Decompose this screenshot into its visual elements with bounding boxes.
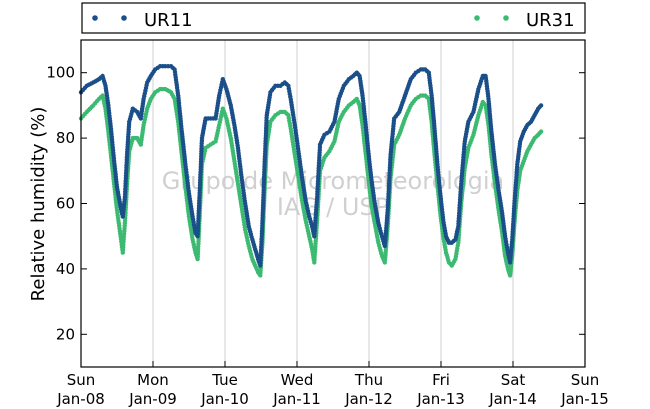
ur31-point-926 <box>538 129 544 134</box>
x-tick-day-3: Wed <box>281 371 314 389</box>
legend-frame <box>81 2 586 34</box>
x-tick-day-2: Tue <box>211 371 238 389</box>
x-tick-day-5: Fri <box>432 371 450 389</box>
x-tick-date-0: Jan-08 <box>56 390 105 408</box>
watermark: Grupo de Micrometeorologia IAG / USP <box>162 167 504 221</box>
y-tick-label-4: 100 <box>46 64 75 82</box>
y-axis-title: Relative humidity (%) <box>28 107 49 302</box>
y-tick-label-2: 60 <box>56 195 75 213</box>
x-axis-ticks: SunJan-08MonJan-09TueJan-10WedJan-11ThuJ… <box>56 361 609 408</box>
legend-label-ur31: UR31 <box>526 10 575 31</box>
watermark-line-1: Grupo de Micrometeorologia <box>162 167 504 195</box>
x-tick-date-4: Jan-12 <box>344 390 393 408</box>
y-axis-ticks: 20 40 60 80 100 <box>46 64 585 343</box>
legend-marker-ur11-b <box>121 15 127 21</box>
legend-label-ur11: UR11 <box>144 10 193 31</box>
legend: UR11 UR31 <box>81 2 586 34</box>
legend-marker-ur11-a <box>92 15 98 21</box>
x-tick-day-1: Mon <box>137 371 169 389</box>
legend-marker-ur31-b <box>503 15 509 21</box>
x-tick-day-7: Sun <box>571 371 600 389</box>
y-tick-label-3: 80 <box>56 129 75 147</box>
x-tick-date-6: Jan-14 <box>488 390 537 408</box>
series-ur11 <box>78 63 544 268</box>
x-tick-date-2: Jan-10 <box>200 390 249 408</box>
x-tick-day-0: Sun <box>67 371 96 389</box>
y-tick-label-1: 40 <box>56 260 75 278</box>
x-tick-date-5: Jan-13 <box>416 390 465 408</box>
y-tick-label-0: 20 <box>56 325 75 343</box>
ur11-point-960 <box>538 103 544 108</box>
x-tick-date-7: Jan-15 <box>560 390 609 408</box>
plot-area: Grupo de Micrometeorologia IAG / USP 20 4… <box>46 39 609 408</box>
x-tick-date-3: Jan-11 <box>272 390 321 408</box>
x-tick-date-1: Jan-09 <box>128 390 177 408</box>
x-tick-day-6: Sat <box>501 371 526 389</box>
x-tick-day-4: Thu <box>354 371 383 389</box>
legend-marker-ur31-a <box>474 15 480 21</box>
